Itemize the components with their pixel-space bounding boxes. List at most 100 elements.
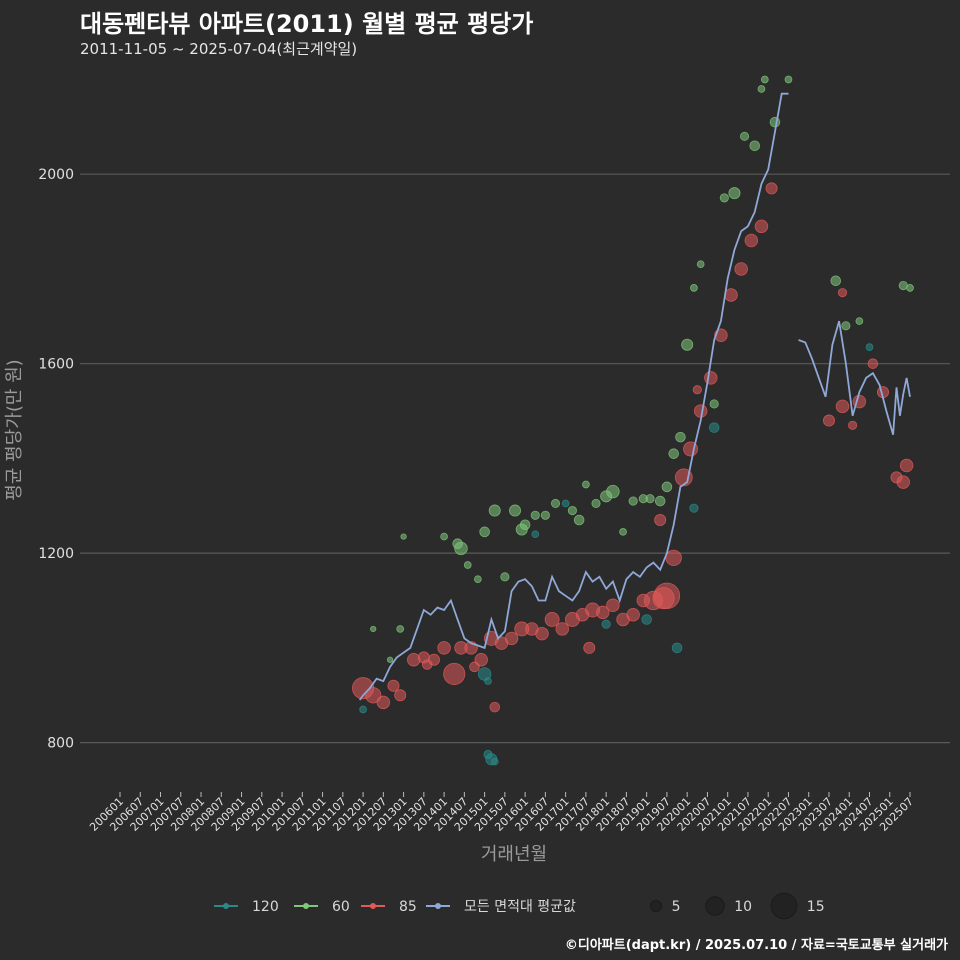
point-60 [463, 561, 472, 569]
point-85 [837, 288, 848, 298]
legend-size-label: 5 [672, 899, 681, 915]
point-120 [484, 677, 492, 685]
y-axis-label: 평균 평당가(만 원) [4, 359, 25, 500]
point-60 [760, 75, 769, 84]
point-85 [474, 653, 488, 667]
legend-label: 모든 면적대 평균값 [464, 899, 576, 915]
legend-dot-모든 면적대 평균값 [435, 903, 441, 909]
point-60 [769, 116, 781, 128]
point-60 [591, 498, 601, 508]
point-60 [454, 541, 468, 556]
legend-label: 60 [332, 899, 350, 915]
legend-dot-120 [223, 903, 229, 909]
point-60 [719, 193, 729, 203]
point-85 [443, 662, 466, 685]
average-line [358, 92, 789, 701]
y-tick-label: 1600 [38, 357, 74, 373]
point-60 [550, 498, 561, 508]
point-85 [489, 701, 501, 713]
point-60 [728, 187, 741, 200]
legend-size-label: 15 [807, 899, 825, 915]
point-85 [394, 689, 407, 702]
point-60 [530, 510, 540, 520]
point-60 [628, 496, 638, 506]
legend-label: 85 [399, 899, 417, 915]
y-axis-ticks: 800 1200 1600 2000 [38, 167, 74, 751]
point-85 [654, 514, 667, 527]
point-85 [822, 414, 835, 427]
legend-label: 120 [252, 899, 279, 915]
point-120 [671, 642, 683, 654]
point-85 [583, 641, 596, 654]
legend-size-circle [705, 896, 725, 916]
point-60 [573, 514, 585, 526]
point-60 [519, 519, 531, 531]
point-85 [469, 661, 480, 673]
average-line [798, 320, 911, 435]
point-85 [896, 475, 910, 489]
point-85 [744, 233, 759, 248]
point-60 [654, 495, 666, 507]
point-85 [754, 219, 769, 234]
point-60 [606, 484, 620, 499]
point-85 [848, 420, 858, 430]
point-85 [606, 598, 620, 612]
point-85 [544, 612, 560, 627]
point-85 [653, 582, 681, 609]
point-85 [406, 653, 421, 667]
point-85 [437, 641, 451, 655]
point-60 [696, 260, 705, 269]
legend-dot-60 [303, 903, 309, 909]
point-60 [690, 284, 698, 292]
point-60 [396, 625, 405, 633]
y-tick-label: 1200 [38, 546, 74, 562]
point-85 [734, 262, 748, 276]
point-60 [675, 431, 686, 443]
point-120 [531, 530, 540, 539]
point-60 [386, 656, 394, 663]
point-120 [641, 614, 652, 625]
point-60 [488, 504, 501, 517]
point-60 [645, 494, 655, 504]
point-60 [661, 481, 673, 493]
point-85 [899, 458, 914, 473]
point-85 [867, 358, 879, 369]
x-axis-ticks: 2006012006072007012007072008012008072009… [87, 792, 916, 834]
chart-subtitle: 2011-11-05 ~ 2025-07-04(최근계약일) [80, 40, 358, 58]
point-60 [757, 85, 766, 93]
point-60 [855, 317, 864, 325]
point-120 [708, 422, 720, 433]
point-85 [504, 631, 519, 646]
point-60 [500, 572, 510, 582]
point-120 [601, 619, 611, 629]
point-85 [387, 679, 400, 692]
chart-title: 대동펜타뷰 아파트(2011) 월별 평균 평당가 [80, 10, 534, 38]
point-120 [865, 343, 874, 351]
point-60 [681, 338, 694, 351]
legend-dot-85 [370, 903, 376, 909]
point-60 [619, 528, 627, 536]
point-85 [376, 695, 391, 710]
point-60 [370, 625, 377, 633]
x-axis-label: 거래년월 [481, 844, 547, 865]
footer-credit: ©디아파트(dapt.kr) / 2025.07.10 / 자료=국토교통부 실… [564, 938, 948, 953]
point-60 [740, 131, 750, 141]
point-60 [784, 75, 793, 84]
point-85 [555, 622, 569, 636]
legend-size-circle [770, 892, 798, 920]
average-line-group [358, 92, 911, 701]
point-85 [365, 687, 382, 704]
point-60 [582, 480, 590, 489]
point-85 [665, 549, 682, 567]
y-tick-label: 800 [47, 736, 74, 752]
y-tick-label: 2000 [38, 167, 74, 183]
point-85 [692, 385, 702, 395]
point-120 [561, 499, 570, 508]
point-60 [474, 575, 482, 584]
point-60 [749, 140, 760, 152]
legend: 120 60 85 모든 면적대 평균값 5 10 15 [214, 892, 825, 920]
point-60 [830, 275, 842, 287]
data-points [352, 75, 914, 766]
point-85 [626, 608, 640, 622]
